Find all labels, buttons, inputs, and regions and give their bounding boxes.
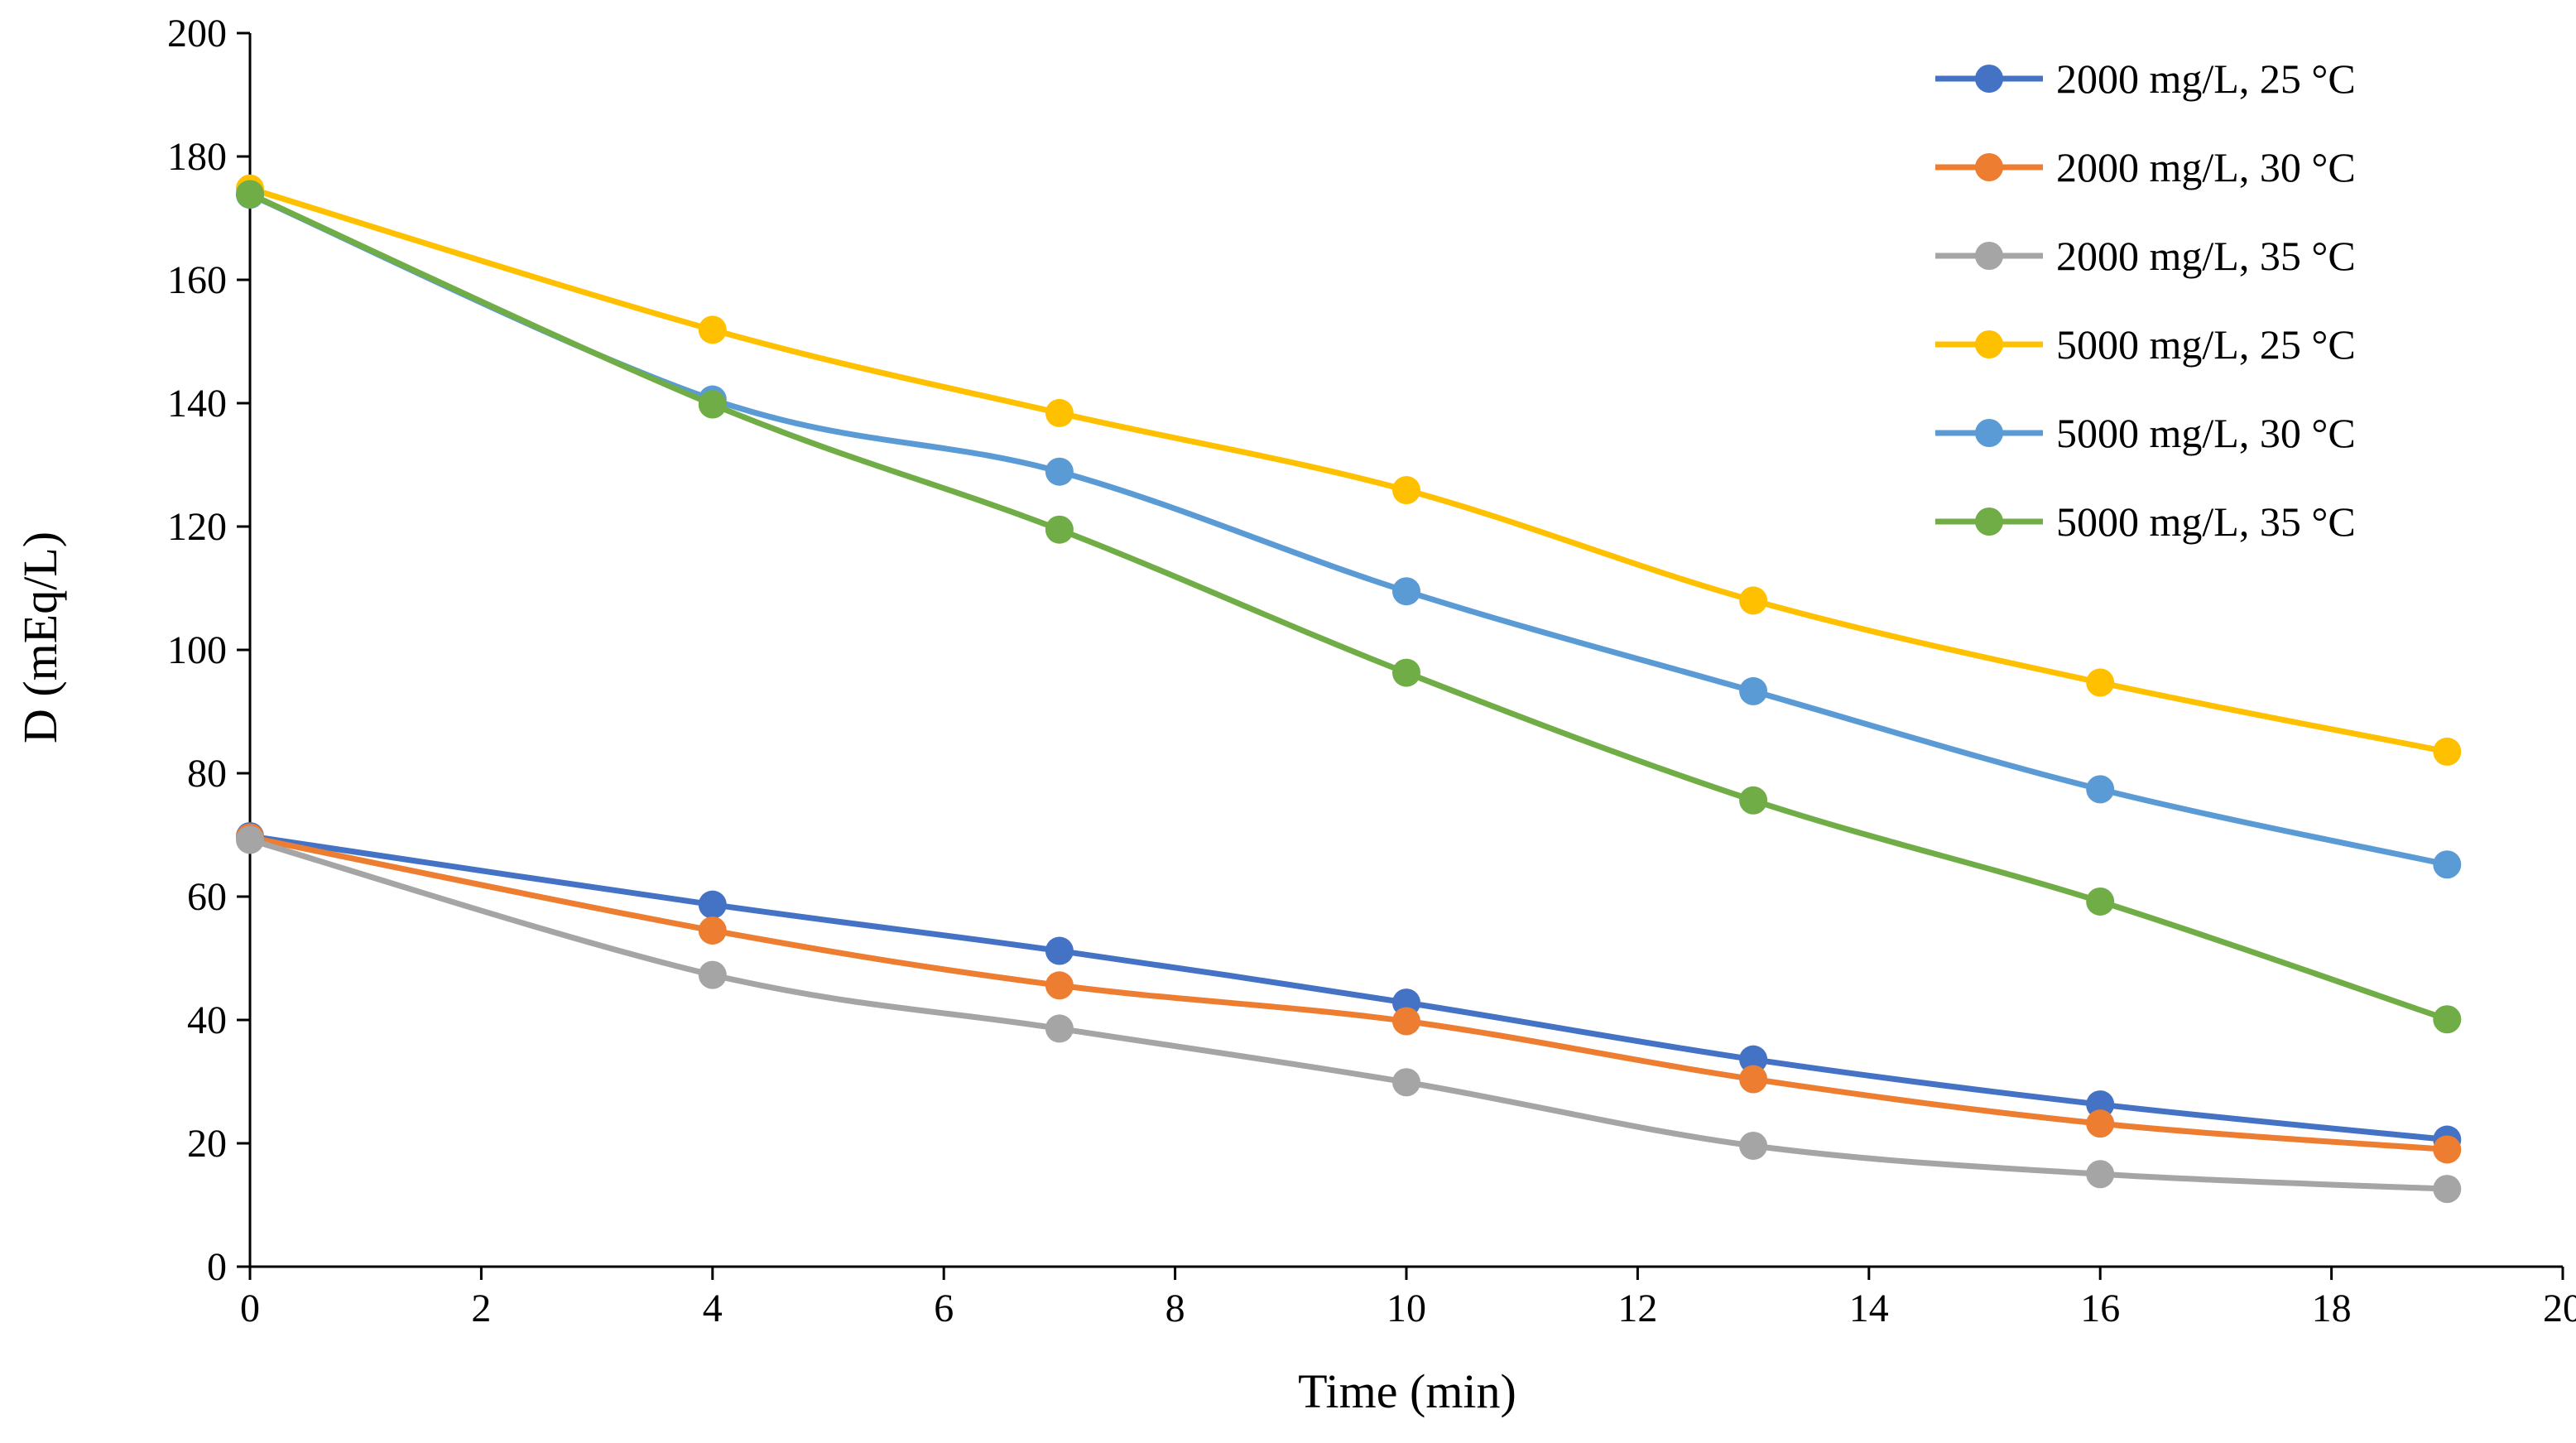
series-line bbox=[247, 190, 2450, 1022]
legend-marker bbox=[1975, 65, 2003, 93]
data-point bbox=[1045, 515, 1074, 544]
legend-label: 5000 mg/L, 30 °C bbox=[2056, 410, 2356, 456]
data-point bbox=[1045, 936, 1074, 965]
x-tick-label: 14 bbox=[1849, 1287, 1889, 1330]
data-point bbox=[1392, 476, 1420, 505]
legend: 2000 mg/L, 25 °C 2000 mg/L, 30 °C 2000 mg/… bbox=[1935, 55, 2356, 545]
data-point bbox=[236, 180, 264, 209]
y-tick-label: 0 bbox=[207, 1245, 227, 1289]
data-point bbox=[1045, 398, 1074, 427]
data-point bbox=[1739, 1131, 1768, 1160]
x-tick-label: 6 bbox=[934, 1287, 954, 1330]
x-tick-label: 10 bbox=[1387, 1287, 1426, 1330]
data-point bbox=[1739, 786, 1768, 815]
data-point bbox=[1045, 1014, 1074, 1043]
data-point bbox=[698, 315, 727, 344]
data-point bbox=[2086, 1109, 2115, 1138]
data-point bbox=[698, 390, 727, 419]
data-point bbox=[1739, 676, 1768, 705]
legend-entry: 2000 mg/L, 30 °C bbox=[1935, 144, 2356, 190]
legend-entry: 5000 mg/L, 35 °C bbox=[1935, 498, 2356, 545]
data-point bbox=[1392, 577, 1420, 606]
data-point bbox=[236, 825, 264, 854]
data-point bbox=[1045, 457, 1074, 486]
data-point bbox=[2433, 1005, 2462, 1034]
legend-marker bbox=[1975, 153, 2003, 181]
data-point bbox=[1045, 971, 1074, 1000]
legend-label: 2000 mg/L, 30 °C bbox=[2056, 144, 2356, 190]
y-tick-label: 160 bbox=[167, 258, 227, 302]
data-point bbox=[698, 890, 727, 919]
y-tick-label: 120 bbox=[167, 505, 227, 549]
x-tick-label: 8 bbox=[1165, 1287, 1185, 1330]
x-tick-label: 20 bbox=[2543, 1287, 2576, 1330]
data-point bbox=[2433, 737, 2462, 766]
data-point bbox=[1392, 658, 1420, 687]
legend-marker bbox=[1975, 242, 2003, 270]
x-axis-title: Time (min) bbox=[1298, 1364, 1516, 1418]
x-tick-label: 16 bbox=[2080, 1287, 2120, 1330]
data-point bbox=[2086, 1160, 2115, 1189]
y-axis-title: D (mEq/L) bbox=[13, 532, 67, 743]
x-tick-label: 2 bbox=[471, 1287, 491, 1330]
data-point bbox=[1739, 1065, 1768, 1094]
legend-label: 5000 mg/L, 35 °C bbox=[2056, 498, 2356, 545]
y-tick-label: 180 bbox=[167, 135, 227, 179]
x-tick-label: 4 bbox=[703, 1287, 723, 1330]
series-lines bbox=[236, 174, 2462, 1204]
legend-entry: 2000 mg/L, 35 °C bbox=[1935, 233, 2356, 279]
legend-label: 2000 mg/L, 25 °C bbox=[2056, 55, 2356, 102]
x-tick-label: 12 bbox=[1617, 1287, 1657, 1330]
axes: 0 20 40 60 80 100 120 140 160 180 200 0 2 4 6 8 10 12 14 16… bbox=[167, 12, 2576, 1330]
data-point bbox=[1392, 1007, 1420, 1036]
data-point bbox=[1392, 1068, 1420, 1097]
series-1 bbox=[236, 821, 2462, 1154]
y-tick-label: 100 bbox=[167, 628, 227, 672]
legend-label: 2000 mg/L, 35 °C bbox=[2056, 233, 2356, 279]
legend-entry: 5000 mg/L, 30 °C bbox=[1935, 410, 2356, 456]
data-point bbox=[2433, 850, 2462, 879]
x-tick-label: 0 bbox=[240, 1287, 260, 1330]
legend-entry: 2000 mg/L, 25 °C bbox=[1935, 55, 2356, 102]
legend-marker bbox=[1975, 507, 2003, 536]
data-point bbox=[1739, 586, 1768, 615]
data-point bbox=[2086, 668, 2115, 697]
x-tick-label: 18 bbox=[2312, 1287, 2352, 1330]
data-point bbox=[2433, 1175, 2462, 1204]
y-tick-label: 40 bbox=[187, 998, 227, 1042]
data-point bbox=[1739, 1045, 1768, 1074]
legend-label: 5000 mg/L, 25 °C bbox=[2056, 321, 2356, 368]
data-point bbox=[2433, 1135, 2462, 1164]
data-point bbox=[2086, 775, 2115, 804]
y-tick-label: 60 bbox=[187, 875, 227, 919]
legend-marker bbox=[1975, 419, 2003, 447]
series-3 bbox=[236, 825, 2462, 1204]
data-point bbox=[698, 916, 727, 945]
series-line bbox=[247, 833, 2450, 1143]
series-6 bbox=[236, 180, 2462, 1034]
y-tick-label: 140 bbox=[167, 382, 227, 426]
legend-entry: 5000 mg/L, 25 °C bbox=[1935, 321, 2356, 368]
y-tick-label: 20 bbox=[187, 1122, 227, 1166]
legend-marker bbox=[1975, 330, 2003, 358]
data-point bbox=[698, 960, 727, 989]
y-tick-label: 200 bbox=[167, 12, 227, 55]
data-point bbox=[2086, 887, 2115, 916]
y-tick-label: 80 bbox=[187, 752, 227, 796]
